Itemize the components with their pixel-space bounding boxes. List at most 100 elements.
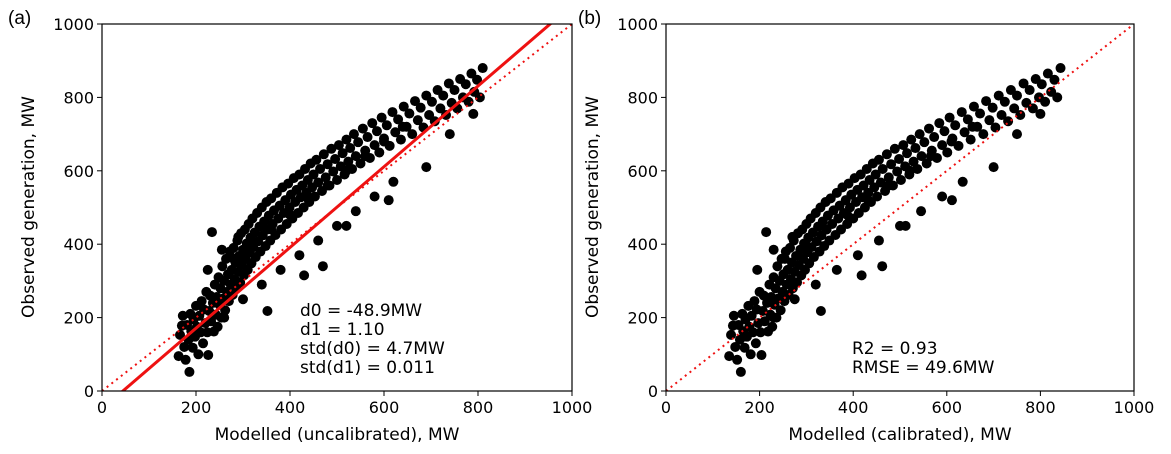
annotation-r2: R2 = 0.93: [852, 339, 938, 359]
data-point: [341, 134, 352, 145]
data-point: [968, 101, 979, 112]
data-point: [967, 121, 978, 132]
data-point: [221, 253, 232, 264]
x-tick-label: 400: [838, 398, 869, 417]
x-tick-label: 200: [744, 398, 775, 417]
data-point: [180, 354, 191, 365]
data-point: [404, 108, 415, 119]
data-point: [916, 206, 927, 217]
data-point: [376, 112, 387, 123]
data-point: [179, 341, 190, 352]
data-point: [383, 195, 394, 206]
data-point: [916, 151, 927, 162]
data-point: [1040, 96, 1051, 107]
data-point: [856, 270, 867, 281]
x-tick-label: 800: [463, 398, 494, 417]
data-point: [761, 227, 772, 238]
data-point: [937, 191, 948, 202]
data-point: [810, 279, 821, 290]
data-point: [184, 366, 195, 377]
data-point: [877, 261, 888, 272]
data-point: [873, 235, 884, 246]
data-point: [999, 96, 1010, 107]
data-point: [369, 140, 380, 151]
data-point: [910, 143, 921, 154]
data-point: [904, 165, 915, 176]
data-point: [942, 147, 953, 158]
data-point: [1012, 90, 1022, 101]
data-point: [395, 134, 406, 145]
data-point: [337, 148, 348, 159]
x-axis-label-a: Modelled (uncalibrated), MW: [215, 425, 460, 445]
data-point: [1055, 63, 1066, 74]
data-point: [925, 151, 936, 162]
data-point: [217, 261, 228, 272]
y-tick-label: 800: [63, 88, 94, 107]
data-point: [924, 123, 935, 134]
data-point: [390, 127, 401, 138]
data-point: [220, 305, 231, 316]
axis-ticks-b: 0 200 400 600 800 1000 0 200 400 600 800 1000: [617, 15, 1154, 417]
data-point: [247, 239, 258, 250]
data-point: [984, 115, 995, 126]
data-point: [1015, 110, 1026, 121]
data-point: [815, 305, 826, 316]
data-point: [750, 338, 761, 349]
data-point: [412, 115, 423, 126]
x-tick-label: 600: [369, 398, 400, 417]
panel-label-a: (a): [8, 8, 31, 29]
data-point: [759, 316, 770, 327]
data-point: [1052, 92, 1063, 103]
data-point: [175, 329, 186, 340]
data-point: [768, 244, 779, 255]
data-point: [1021, 97, 1032, 108]
regression-fit-line: [120, 24, 553, 391]
data-point: [898, 140, 909, 151]
data-point: [426, 96, 437, 107]
x-tick-label: 400: [275, 398, 306, 417]
scatter-points-a: [173, 63, 488, 377]
data-point: [914, 129, 925, 140]
data-point: [341, 165, 352, 176]
data-point: [322, 180, 333, 191]
x-tick-label: 200: [181, 398, 212, 417]
data-point: [831, 264, 842, 275]
data-point: [886, 159, 897, 170]
data-point: [745, 349, 756, 360]
data-point: [294, 250, 305, 261]
data-point: [842, 209, 853, 220]
y-tick-label: 400: [63, 235, 94, 254]
panel-a: (a) 0 200 400 600 800 1000 0 200 400 600 800 1000 M…: [8, 8, 592, 445]
data-point: [367, 118, 378, 129]
data-point: [381, 120, 392, 131]
data-point: [730, 341, 741, 352]
data-point: [362, 132, 373, 143]
data-point: [752, 264, 763, 275]
data-point: [322, 159, 333, 170]
data-point: [900, 220, 911, 231]
data-point: [726, 329, 737, 340]
data-point: [187, 342, 198, 353]
data-point: [345, 143, 356, 154]
data-point: [460, 79, 471, 90]
x-tick-label: 0: [661, 398, 671, 417]
data-point: [266, 224, 277, 235]
data-point: [990, 122, 1001, 133]
reference-lines-b: [666, 24, 1134, 391]
data-point: [939, 126, 950, 137]
data-point: [863, 195, 874, 206]
data-point: [320, 172, 331, 183]
y-tick-label: 800: [627, 88, 658, 107]
data-point: [379, 136, 389, 147]
axis-ticks-a: 0 200 400 600 800 1000 0 200 400 600 800 1000: [53, 15, 592, 417]
data-point: [919, 137, 930, 148]
data-point: [357, 123, 368, 134]
data-point: [894, 154, 905, 165]
data-point: [768, 312, 779, 323]
y-tick-label: 400: [627, 235, 658, 254]
data-point: [1035, 108, 1046, 119]
data-point: [775, 305, 786, 316]
data-point: [821, 224, 832, 235]
data-point: [313, 235, 324, 246]
